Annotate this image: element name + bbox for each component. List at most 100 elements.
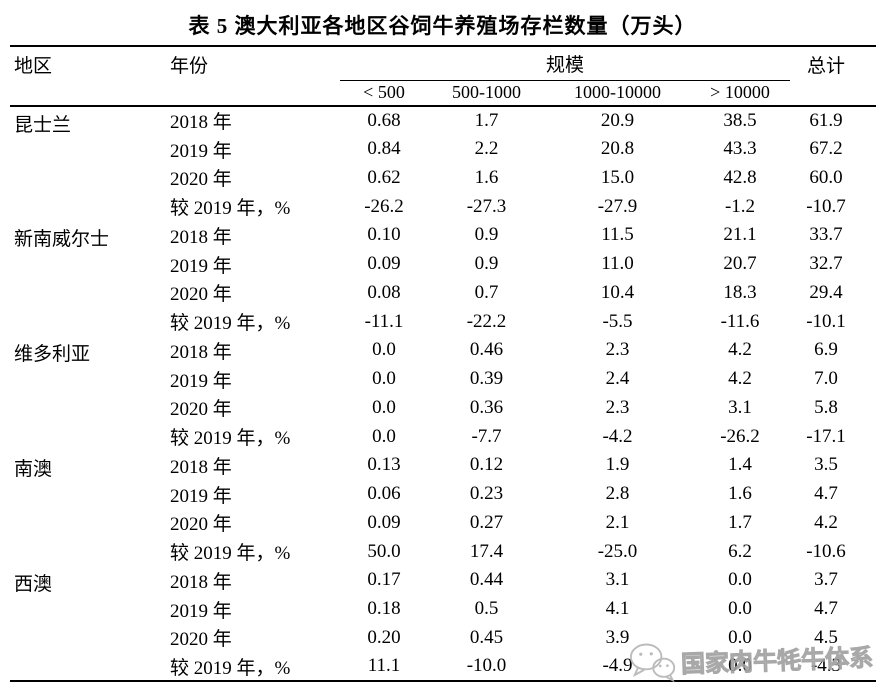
- table-row: 2019 年 0.84 2.2 20.8 43.3 67.2: [10, 135, 876, 164]
- table-row: 较 2019 年，% 11.1 -10.0 -4.9 0.0 -4.3: [10, 652, 876, 681]
- table-row: 较 2019 年，% -11.1 -22.2 -5.5 -11.6 -10.1: [10, 307, 876, 336]
- table-row: 2019 年 0.18 0.5 4.1 0.0 4.7: [10, 595, 876, 624]
- value-cell: 0.44: [469, 569, 504, 591]
- value-cell: 17.4: [469, 540, 504, 562]
- value-cell: 0.9: [474, 253, 499, 275]
- value-cell: 38.5: [723, 109, 757, 131]
- value-cell: 0.13: [367, 454, 401, 476]
- value-cell: 1.4: [728, 454, 752, 476]
- value-cell: 2.3: [605, 396, 630, 418]
- value-cell: 15.0: [600, 166, 635, 188]
- value-cell: 20.9: [600, 109, 635, 131]
- region-cell: 南澳: [14, 459, 53, 480]
- value-cell: 42.8: [723, 166, 757, 188]
- table-row: 2020 年 0.62 1.6 15.0 42.8 60.0: [10, 164, 876, 193]
- value-cell: -11.1: [364, 310, 404, 332]
- total-cell: -17.1: [806, 425, 846, 447]
- value-cell: 0.0: [728, 655, 752, 677]
- year-cell: 2020 年: [170, 399, 232, 421]
- column-header-scale-500-1000: 500-1000: [452, 82, 521, 103]
- year-cell: 较 2019 年，%: [170, 313, 291, 335]
- year-cell: 较 2019 年，%: [170, 428, 291, 450]
- value-cell: 11.0: [601, 253, 634, 275]
- value-cell: 0.36: [469, 396, 504, 418]
- value-cell: 0.0: [372, 368, 396, 390]
- value-cell: 6.2: [728, 540, 752, 562]
- value-cell: 2.8: [605, 483, 630, 505]
- value-cell: 0.5: [474, 598, 499, 620]
- column-header-region: 地区: [14, 56, 53, 77]
- value-cell: 1.6: [728, 483, 752, 505]
- table-row: 南澳 2018 年 0.13 0.12 1.9 1.4 3.5: [10, 451, 876, 480]
- value-cell: -4.9: [602, 655, 633, 677]
- table-body: 昆士兰 2018 年 0.68 1.7 20.9 38.5 61.9 2019 年 0.84 2.…: [10, 106, 876, 681]
- year-cell: 2018 年: [170, 226, 232, 248]
- table-row: 2020 年 0.20 0.45 3.9 0.0 4.5: [10, 624, 876, 653]
- year-cell: 2018 年: [170, 112, 232, 134]
- value-cell: 0.9: [474, 224, 499, 246]
- value-cell: 0.17: [367, 569, 401, 591]
- table-row: 2019 年 0.0 0.39 2.4 4.2 7.0: [10, 365, 876, 394]
- value-cell: 2.3: [605, 339, 630, 361]
- column-header-year: 年份: [170, 56, 209, 77]
- header-row-2: < 500 500-1000 1000-10000 > 10000: [10, 80, 876, 106]
- total-cell: 67.2: [809, 138, 843, 160]
- value-cell: 0.0: [372, 396, 396, 418]
- value-cell: 0.45: [469, 626, 504, 648]
- column-header-total: 总计: [807, 56, 846, 77]
- table-row: 较 2019 年，% 50.0 17.4 -25.0 6.2 -10.6: [10, 537, 876, 566]
- value-cell: 10.4: [600, 281, 635, 303]
- value-cell: 4.1: [605, 598, 630, 620]
- value-cell: 0.12: [469, 454, 504, 476]
- value-cell: 1.6: [474, 166, 499, 188]
- year-cell: 较 2019 年，%: [170, 543, 291, 565]
- table-row: 维多利亚 2018 年 0.0 0.46 2.3 4.2 6.9: [10, 336, 876, 365]
- value-cell: 2.4: [605, 368, 630, 390]
- value-cell: 0.20: [367, 626, 401, 648]
- value-cell: -10.0: [466, 655, 507, 677]
- value-cell: 43.3: [723, 138, 757, 160]
- value-cell: 21.1: [723, 224, 757, 246]
- value-cell: 0.09: [367, 253, 401, 275]
- value-cell: 0.0: [728, 598, 752, 620]
- table-row: 新南威尔士 2018 年 0.10 0.9 11.5 21.1 33.7: [10, 221, 876, 250]
- value-cell: 2.1: [605, 511, 630, 533]
- year-cell: 2020 年: [170, 629, 232, 651]
- value-cell: 1.7: [474, 109, 499, 131]
- table-row: 2019 年 0.06 0.23 2.8 1.6 4.7: [10, 480, 876, 509]
- total-cell: 60.0: [809, 166, 843, 188]
- value-cell: -26.2: [720, 425, 760, 447]
- year-cell: 2019 年: [170, 370, 232, 392]
- value-cell: 0.0: [728, 569, 752, 591]
- value-cell: 0.46: [469, 339, 504, 361]
- table-header: 地区 年份 规模 总计 < 500 500-1000 1000-10000 > …: [10, 46, 877, 106]
- value-cell: 50.0: [367, 540, 401, 562]
- value-cell: 11.1: [367, 655, 401, 677]
- value-cell: 0.39: [469, 368, 504, 390]
- year-cell: 2019 年: [170, 255, 232, 277]
- value-cell: 0.06: [367, 483, 401, 505]
- value-cell: 0.84: [367, 138, 401, 160]
- value-cell: 1.7: [728, 511, 752, 533]
- header-row-1: 地区 年份 规模 总计: [10, 46, 876, 81]
- value-cell: -5.5: [602, 310, 633, 332]
- table-row: 较 2019 年，% 0.0 -7.7 -4.2 -26.2 -17.1: [10, 422, 876, 451]
- table-title: 表 5 澳大利亚各地区谷饲牛养殖场存栏数量（万头）: [188, 14, 697, 38]
- total-cell: 7.0: [814, 368, 838, 390]
- value-cell: 0.0: [728, 626, 752, 648]
- total-cell: 33.7: [809, 224, 843, 246]
- value-cell: -22.2: [466, 310, 507, 332]
- value-cell: -7.7: [471, 425, 502, 447]
- year-cell: 较 2019 年，%: [170, 657, 291, 679]
- value-cell: 0.27: [469, 511, 504, 533]
- total-cell: 4.5: [814, 626, 838, 648]
- year-cell: 2020 年: [170, 514, 232, 536]
- column-header-scale-gt10000: > 10000: [710, 82, 770, 103]
- column-header-scale-lt500: < 500: [363, 82, 405, 103]
- year-cell: 2020 年: [170, 169, 232, 191]
- total-cell: 3.7: [814, 569, 838, 591]
- table-row: 昆士兰 2018 年 0.68 1.7 20.9 38.5 61.9: [10, 106, 876, 136]
- value-cell: 0.7: [474, 281, 499, 303]
- region-cell: 西澳: [14, 574, 53, 595]
